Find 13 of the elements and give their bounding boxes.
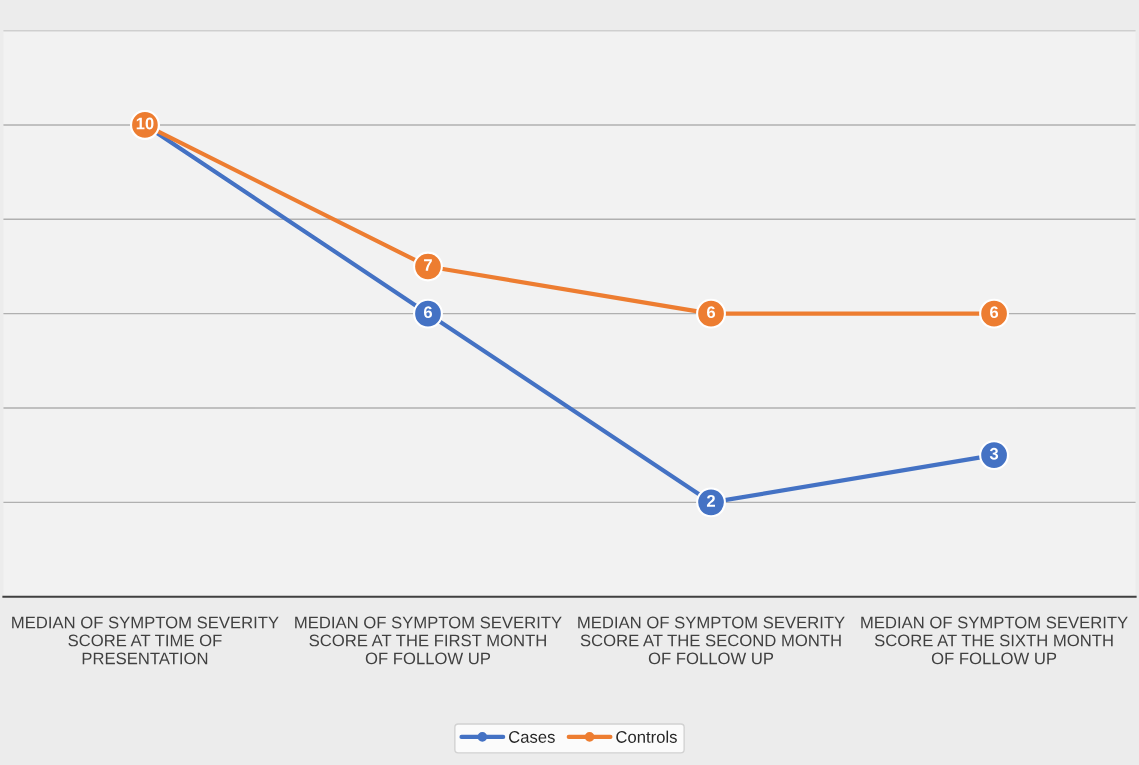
legend-label: Controls <box>616 730 677 743</box>
x-tick-label: MEDIAN OF SYMPTOM SEVERITY SCORE AT TIME OF PRESENTATION <box>12 616 279 665</box>
data-label: 3 <box>989 447 999 460</box>
data-label: 7 <box>424 259 432 271</box>
data-label: 2 <box>706 495 715 507</box>
x-tick-label: MEDIAN OF SYMPTOM SEVERITY SCORE AT THE SECOND MONTH OF FOLLOW UP <box>578 616 845 665</box>
data-label: 6 <box>707 306 716 319</box>
x-tick-label: MEDIAN OF SYMPTOM SEVERITY SCORE AT THE FIRST MONTH OF FOLLOW UP <box>295 616 562 665</box>
data-label: 6 <box>423 306 433 319</box>
data-label: 10 <box>136 117 154 130</box>
data-label: 6 <box>990 306 999 319</box>
x-tick-label: MEDIAN OF SYMPTOM SEVERITY SCORE AT THE SIXTH MONTH OF FOLLOW UP <box>861 616 1128 665</box>
legend-label: Cases <box>509 731 555 743</box>
